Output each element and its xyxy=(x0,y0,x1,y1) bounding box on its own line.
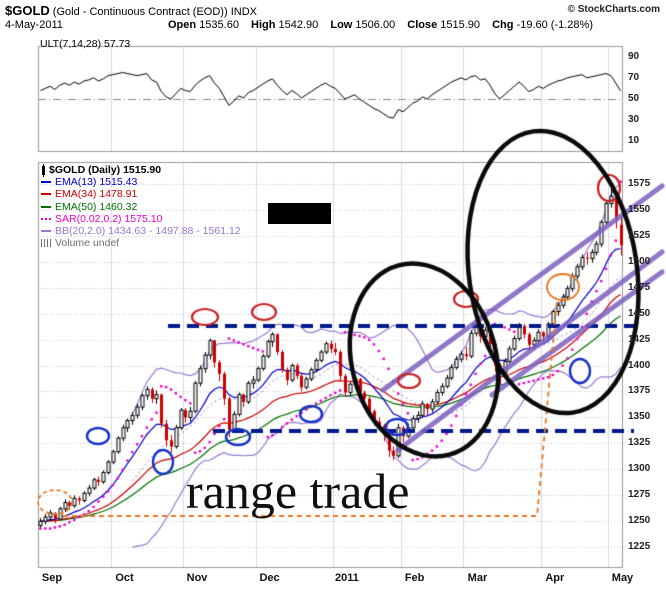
ult-axis-label: 10 xyxy=(628,135,640,147)
ult-axis-label: 30 xyxy=(628,114,640,126)
open-label: Open xyxy=(168,19,197,31)
legend-text-bb: BB(20,2.0) 1434.63 - 1497.88 - 1561.12 xyxy=(55,225,241,238)
month-axis-label: Sep xyxy=(41,572,63,584)
month-axis-label: Nov xyxy=(186,572,208,584)
legend-row-volume: Volume undef xyxy=(41,237,241,249)
legend-text-ema50: EMA(50) 1460.32 xyxy=(55,200,138,213)
month-axis-label: 2011 xyxy=(334,572,359,584)
open-value: 1535.60 xyxy=(199,19,239,31)
high-value: 1542.90 xyxy=(278,19,319,31)
legend-text-ema34: EMA(34) 1478.91 xyxy=(55,188,138,201)
legend-text-price: $GOLD (Daily) 1515.90 xyxy=(49,164,162,177)
price-axis-label: 1475 xyxy=(628,281,651,293)
quote-line: Open 1535.60 High 1542.90 Low 1506.00 Cl… xyxy=(168,19,602,31)
price-axis-label: 1500 xyxy=(628,255,651,267)
price-axis-label: 1300 xyxy=(628,463,651,475)
legend-row-price: $GOLD (Daily) 1515.90 xyxy=(41,163,241,177)
legend-row-ema34: EMA(34) 1478.91 xyxy=(41,188,241,200)
month-axis-label: Oct xyxy=(115,572,134,584)
price-axis-label: 1400 xyxy=(628,359,651,371)
price-axis-label: 1325 xyxy=(628,437,651,449)
chart-legend: $GOLD (Daily) 1515.90 EMA(13) 1515.43 EM… xyxy=(41,163,241,249)
price-axis-label: 1525 xyxy=(628,229,651,241)
price-axis-label: 1450 xyxy=(628,307,651,319)
legend-text-ema13: EMA(13) 1515.43 xyxy=(55,176,138,189)
ult-axis-label: 70 xyxy=(628,71,640,83)
close-value: 1515.90 xyxy=(440,19,481,31)
chart-header: $GOLD (Gold - Continuous Contract (EOD)) … xyxy=(5,3,257,18)
symbol-description: (Gold - Continuous Contract (EOD)) INDX xyxy=(52,6,257,18)
symbol: $GOLD xyxy=(5,3,50,18)
month-axis-label: Apr xyxy=(545,572,565,584)
low-label: Low xyxy=(330,19,353,31)
bollinger-line-icon xyxy=(41,230,51,233)
ult-axis-label: 50 xyxy=(628,93,640,104)
price-axis-label: 1225 xyxy=(628,541,651,553)
candlestick-icon xyxy=(42,163,45,177)
ema13-line-icon xyxy=(41,181,51,184)
price-axis-label: 1550 xyxy=(628,203,651,215)
range-trade-annotation: range trade xyxy=(186,463,410,519)
month-axis-label: May xyxy=(611,572,634,584)
legend-row-sar: SAR(0.02,0.2) 1575.10 xyxy=(41,213,241,225)
price-axis-label: 1250 xyxy=(628,515,651,527)
price-axis-label: 1425 xyxy=(628,333,651,345)
month-axis-label: Feb xyxy=(404,572,425,584)
month-axis-label: Dec xyxy=(259,572,280,584)
legend-row-bb: BB(20,2.0) 1434.63 - 1497.88 - 1561.12 xyxy=(41,225,241,237)
price-axis-label: 1275 xyxy=(628,489,651,501)
legend-row-ema50: EMA(50) 1460.32 xyxy=(41,201,241,213)
price-axis-label: 1375 xyxy=(628,385,651,397)
ema50-line-icon xyxy=(41,205,51,208)
copyright: © StockCharts.com xyxy=(567,4,660,15)
chg-value: -19.60 (-1.28%) xyxy=(516,19,593,31)
ult-axis-label: 90 xyxy=(628,50,640,62)
legend-text-sar: SAR(0.02,0.2) 1575.10 xyxy=(55,212,163,225)
high-label: High xyxy=(251,19,276,31)
low-value: 1506.00 xyxy=(355,19,396,31)
quote-date: 4-May-2011 xyxy=(5,19,63,31)
redaction-box xyxy=(268,203,331,224)
ema34-line-icon xyxy=(41,193,51,196)
price-axis-label: 1350 xyxy=(628,411,651,423)
price-axis-label: 1575 xyxy=(628,177,651,189)
chg-label: Chg xyxy=(492,19,514,31)
legend-text-volume: Volume undef xyxy=(55,237,120,250)
close-label: Close xyxy=(407,19,438,31)
ult-indicator-label: ULT(7,14,28) 57.73 xyxy=(40,38,131,50)
legend-row-ema13: EMA(13) 1515.43 xyxy=(41,176,241,188)
month-axis-label: Mar xyxy=(467,572,488,584)
sar-dots-icon xyxy=(41,217,51,220)
volume-bars-icon xyxy=(41,239,51,248)
